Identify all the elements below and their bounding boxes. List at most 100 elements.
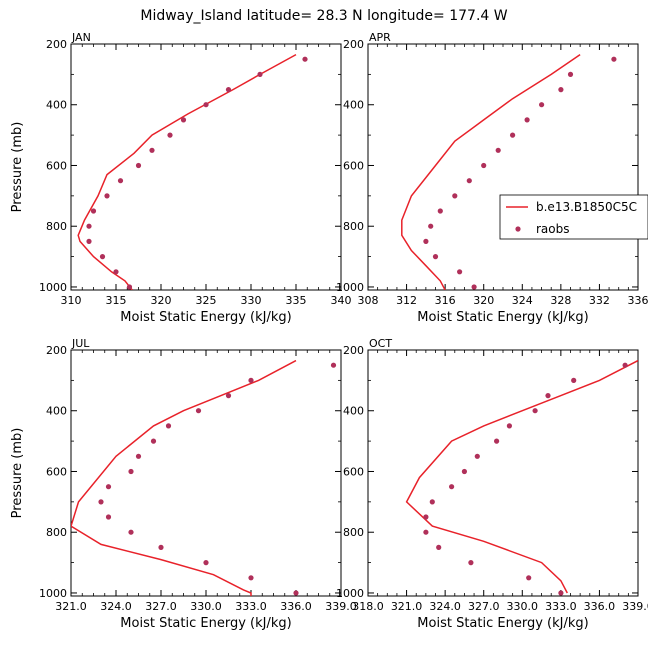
obs-point [438,208,443,213]
obs-point [136,163,141,168]
y-tick-label: 200 [343,38,364,51]
x-tick-label: 324.0 [429,600,461,613]
obs-point [181,117,186,122]
x-tick-label: 327.0 [145,600,177,613]
obs-point [472,284,477,289]
obs-point [468,560,473,565]
obs-point [248,378,253,383]
y-tick-label: 200 [46,344,67,357]
x-tick-label: 330.0 [190,600,222,613]
y-axis-label: Pressure (mb) [10,428,25,519]
obs-point [526,575,531,580]
x-axis-label: Moist Static Energy (kJ/kg) [417,616,588,631]
obs-point [257,72,262,77]
x-tick-label: 318.0 [352,600,384,613]
x-tick-label: 312 [396,294,417,307]
obs-point [533,408,538,413]
obs-point [436,545,441,550]
obs-point [423,514,428,519]
obs-point [449,484,454,489]
model-line [78,55,296,290]
obs-point [568,72,573,77]
y-tick-label: 200 [46,38,67,51]
legend-model-label: b.e13.B1850C5C [536,200,637,214]
y-tick-label: 1000 [39,587,67,600]
y-tick-label: 600 [343,465,364,478]
plot-frame [368,350,638,596]
x-tick-label: 324 [512,294,533,307]
x-tick-label: 332 [589,294,610,307]
x-tick-label: 333.0 [235,600,267,613]
obs-point [433,254,438,259]
x-tick-label: 336 [628,294,648,307]
obs-point [149,148,154,153]
obs-point [118,178,123,183]
obs-point [226,393,231,398]
plot-frame [71,350,341,596]
obs-point [98,499,103,504]
y-tick-label: 400 [343,405,364,418]
x-tick-label: 321.0 [391,600,423,613]
legend: b.e13.B1850C5C raobs [500,195,648,239]
obs-point [302,57,307,62]
obs-point [496,148,501,153]
x-tick-label: 320 [151,294,172,307]
obs-point [430,499,435,504]
x-axis-label: Moist Static Energy (kJ/kg) [120,616,291,631]
model-line [402,55,580,290]
x-tick-label: 336.0 [584,600,616,613]
obs-point [151,439,156,444]
y-tick-label: 800 [46,220,67,233]
x-axis-label: Moist Static Energy (kJ/kg) [120,310,291,325]
obs-point [158,545,163,550]
y-tick-label: 800 [343,526,364,539]
figure-title: Midway_Island latitude= 28.3 N longitude… [140,8,507,24]
obs-point [128,530,133,535]
x-tick-label: 336.0 [280,600,312,613]
panel-label: APR [369,31,391,44]
obs-point [558,87,563,92]
x-tick-label: 340 [331,294,352,307]
obs-point [331,363,336,368]
y-tick-label: 600 [343,159,364,172]
obs-point [86,239,91,244]
obs-point [462,469,467,474]
x-tick-label: 321.0 [55,600,87,613]
x-tick-label: 310 [61,294,82,307]
obs-point [539,102,544,107]
obs-point [106,514,111,519]
obs-point [558,590,563,595]
y-tick-label: 1000 [336,587,364,600]
x-tick-label: 335 [286,294,307,307]
obs-point [494,439,499,444]
obs-point [106,484,111,489]
y-tick-label: 400 [46,405,67,418]
obs-point [203,560,208,565]
x-tick-label: 333.0 [545,600,577,613]
obs-point [611,57,616,62]
obs-point [113,269,118,274]
x-tick-label: 330.0 [507,600,539,613]
obs-point [86,224,91,229]
obs-point [481,163,486,168]
obs-point [507,423,512,428]
obs-point [571,378,576,383]
y-tick-label: 400 [46,99,67,112]
legend-obs-label: raobs [536,222,570,236]
legend-obs-swatch [515,226,520,231]
obs-point [452,193,457,198]
y-tick-label: 600 [46,465,67,478]
y-tick-label: 1000 [39,281,67,294]
y-axis-label: Pressure (mb) [10,122,25,213]
x-tick-label: 327.0 [468,600,500,613]
obs-point [100,254,105,259]
panel-label: JAN [71,31,91,44]
obs-point [128,469,133,474]
plot-frame [71,44,341,290]
obs-point [166,423,171,428]
obs-point [457,269,462,274]
